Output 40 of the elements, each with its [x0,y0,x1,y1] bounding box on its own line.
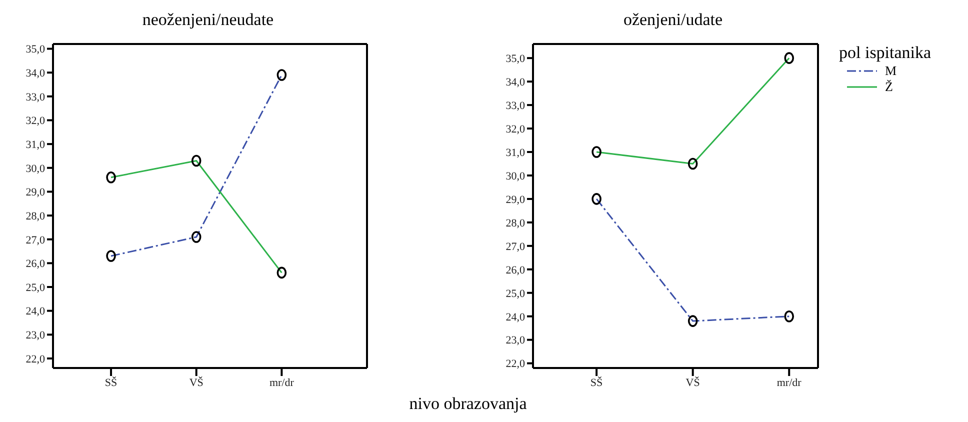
y-tick-label: 28,0 [506,217,526,230]
y-tick-label: 32,0 [506,123,526,136]
legend-label: Ž [885,79,893,95]
y-tick-label: 22,0 [506,358,526,370]
y-tick-label: 35,0 [26,44,46,56]
y-tick-label: 28,0 [26,210,46,222]
y-tick-label: 25,0 [506,288,526,300]
y-tick-label: 32,0 [26,115,46,128]
chart-title: oženjeni/udate [622,10,724,30]
legend-title: pol ispitanika [839,43,932,63]
y-tick-label: 29,0 [506,194,526,206]
y-tick-label: 24,0 [506,311,526,324]
y-tick-label: 35,0 [506,52,526,65]
y-tick-label: 26,0 [26,258,46,270]
y-tick-label: 29,0 [26,186,46,199]
y-tick-label: 23,0 [26,330,46,342]
x-tick-label: SŠ [590,376,603,389]
y-tick-label: 34,0 [26,67,46,80]
y-tick-label: 23,0 [506,334,526,347]
y-tick-label: 33,0 [506,100,526,112]
x-axis-title: nivo obrazovanja [408,394,528,414]
x-tick-label: SŠ [104,376,118,389]
y-tick-label: 24,0 [26,306,46,318]
x-tick-label: mr/dr [269,376,294,389]
y-tick-label: 31,0 [506,146,526,159]
x-tick-label: VŠ [686,376,700,389]
y-tick-label: 26,0 [506,264,526,276]
y-tick-label: 34,0 [506,76,526,88]
y-tick-label: 30,0 [506,170,526,182]
y-tick-label: 22,0 [26,353,46,366]
x-tick-label: mr/dr [776,376,802,389]
y-tick-label: 33,0 [26,91,46,104]
y-tick-label: 31,0 [26,138,46,151]
y-tick-label: 30,0 [26,162,46,175]
y-tick-label: 25,0 [26,282,46,294]
chart-title: neoženjeni/neudate [141,10,275,30]
x-tick-label: VŠ [189,376,204,389]
y-tick-label: 27,0 [506,240,526,253]
legend-label: M [885,63,897,79]
y-tick-label: 27,0 [26,234,46,246]
